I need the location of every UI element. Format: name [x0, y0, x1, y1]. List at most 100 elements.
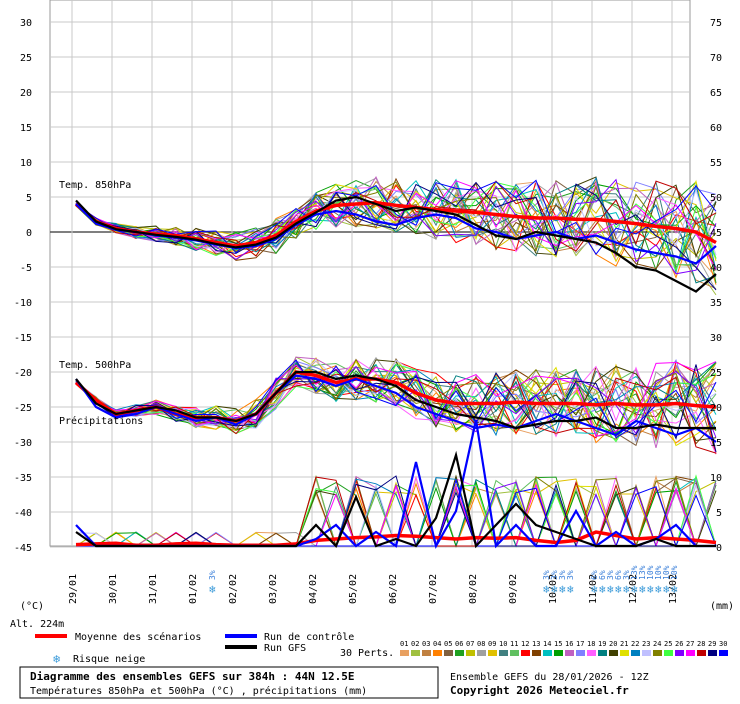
series-line	[75, 374, 717, 443]
snowflake-icon: ❄	[591, 583, 598, 596]
left-tick-label: 10	[20, 158, 32, 169]
snowflake-icon: ❄	[607, 583, 614, 596]
left-tick-label: -10	[14, 298, 32, 309]
pert-number: 13	[532, 640, 540, 648]
snowflake-icon: ❄	[631, 583, 638, 596]
left-tick-label: 20	[20, 88, 32, 99]
pert-line-500	[75, 373, 717, 454]
snowflake-icon: ❄	[647, 583, 654, 596]
snow-risk-pct: 3%	[622, 570, 631, 580]
pert-color-swatch	[653, 650, 662, 656]
right-tick-label: 50	[710, 193, 722, 204]
pert-number: 18	[587, 640, 595, 648]
pert-number: 21	[620, 640, 628, 648]
date-tick-label: 01/02	[188, 574, 199, 604]
pert-number: 04	[433, 640, 441, 648]
pert-color-swatch	[675, 650, 684, 656]
snow-risk-pct: 3%	[208, 570, 217, 580]
left-tick-label: -20	[14, 368, 32, 379]
pert-color-swatch	[400, 650, 409, 656]
pert-color-swatch	[422, 650, 431, 656]
left-tick-label: -35	[14, 473, 32, 484]
series-line	[75, 195, 717, 293]
right-axis-unit: (mm)	[710, 601, 734, 612]
pert-color-swatch	[466, 650, 475, 656]
pert-color-swatch	[620, 650, 629, 656]
right-tick-label: 15	[710, 438, 722, 449]
snowflake-icon: ❄	[639, 583, 646, 596]
date-tick-label: 30/01	[108, 574, 119, 604]
pert-number: 12	[521, 640, 529, 648]
pert-line-850	[75, 181, 717, 272]
snow-risk-pct: 6%	[590, 570, 599, 580]
pert-number: 25	[664, 640, 672, 648]
axes: 302520151050-5-10-15-20-25-30-35-40-4575…	[14, 18, 722, 604]
left-tick-label: -40	[14, 508, 32, 519]
snow-risk-pct: 3%	[550, 570, 559, 580]
pert-color-swatch	[477, 650, 486, 656]
series-line	[75, 450, 716, 549]
right-tick-label: 40	[710, 263, 722, 274]
snow-risk-pct: 3%	[558, 570, 567, 580]
pert-color-swatch	[631, 650, 640, 656]
pert-number-legend: 01 02 03 04 05 06 07 08 09 10 11 12 13 14 15 16 17 18 19 20…	[400, 640, 728, 656]
legend-snow-label: Risque neige	[73, 654, 145, 665]
pert-color-swatch	[543, 650, 552, 656]
series-line	[74, 370, 717, 423]
snow-risk-pct: 10%	[654, 565, 663, 580]
series-line	[75, 370, 716, 430]
pert-number: 27	[686, 640, 694, 648]
pert-number: 05	[444, 640, 452, 648]
date-tick-label: 03/02	[268, 574, 279, 604]
right-tick-label: 30	[710, 333, 722, 344]
plot-area	[49, 0, 691, 547]
snow-risk-pct: 13%	[638, 565, 647, 580]
pert-color-swatch	[510, 650, 519, 656]
snowflake-icon: ❄	[209, 583, 216, 596]
pert-number: 03	[422, 640, 430, 648]
grid	[49, 0, 691, 548]
date-tick-label: 02/02	[228, 574, 239, 604]
snowflake-icon: ❄	[623, 583, 630, 596]
label-t500: Temp. 500hPa	[59, 360, 131, 371]
date-tick-label: 10/02	[548, 574, 559, 604]
snow-risk-pct: 10%	[670, 565, 679, 580]
left-tick-label: -45	[14, 543, 32, 554]
pert-number: 22	[631, 640, 639, 648]
date-tick-label: 31/01	[148, 574, 159, 604]
date-tick-label: 08/02	[468, 574, 479, 604]
snowflake-icon: ❄	[615, 583, 622, 596]
date-tick-label: 13/02	[668, 574, 679, 604]
pert-color-swatch	[686, 650, 695, 656]
pert-color-swatch	[433, 650, 442, 656]
pert-line-500	[75, 364, 717, 445]
pert-color-swatch	[532, 650, 541, 656]
left-tick-label: -15	[14, 333, 32, 344]
snowflake-icon: ❄	[53, 652, 60, 666]
pert-number: 24	[653, 640, 661, 648]
snowflake-icon: ❄	[663, 583, 670, 596]
snowflake-icon: ❄	[543, 583, 550, 596]
right-tick-label: 10	[710, 473, 722, 484]
pert-line-850	[75, 179, 717, 263]
pert-color-swatch	[411, 650, 420, 656]
left-tick-label: -30	[14, 438, 32, 449]
pert-color-swatch	[554, 650, 563, 656]
snow-risk-pct: 13%	[630, 565, 639, 580]
right-tick-label: 35	[710, 298, 722, 309]
footer-run: Ensemble GEFS du 28/01/2026 - 12Z	[450, 672, 649, 683]
legend: Moyenne des scénarios Run de contrôle Ru…	[35, 631, 728, 666]
right-tick-label: 55	[710, 158, 722, 169]
left-axis-unit: (°C)	[20, 601, 44, 612]
pert-number: 19	[598, 640, 606, 648]
pert-number: 08	[477, 640, 485, 648]
pert-color-swatch	[642, 650, 651, 656]
pert-color-swatch	[521, 650, 530, 656]
pert-number: 23	[642, 640, 650, 648]
snow-risk-pct: 3%	[542, 570, 551, 580]
pert-color-swatch	[598, 650, 607, 656]
pert-color-swatch	[565, 650, 574, 656]
legend-perts-label: 30 Perts.	[340, 648, 394, 659]
footer-title: Diagramme des ensembles GEFS sur 384h : …	[30, 670, 355, 683]
pert-color-swatch	[587, 650, 596, 656]
